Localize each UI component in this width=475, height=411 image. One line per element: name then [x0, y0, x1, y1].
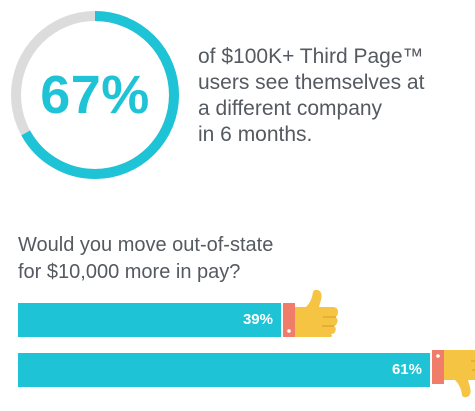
chart-title-line: Would you move out-of-state: [18, 234, 274, 256]
stat-description-line: a different company: [198, 97, 383, 120]
donut-arc: [11, 11, 179, 179]
thumbs-up-icon: [283, 290, 338, 337]
stat-description-line: users see themselves at: [198, 71, 425, 94]
donut-value: 67%: [40, 65, 150, 125]
stat-description: of $100K+ Third Page™ users see themselv…: [198, 44, 468, 148]
thumbs-down-icon: [432, 350, 475, 398]
bar-no: 61%: [18, 353, 430, 387]
bar-label-no: 61%: [391, 361, 422, 378]
bar-yes: 39%: [18, 303, 281, 337]
stat-description-line: in 6 months.: [198, 123, 313, 146]
chart-title-line: for $10,000 more in pay?: [18, 261, 241, 283]
bar-label-yes: 39%: [242, 311, 273, 328]
stat-description-line: of $100K+ Third Page™: [198, 45, 424, 68]
chart-title: Would you move out-of-state for $10,000 …: [18, 232, 458, 286]
donut-chart: [11, 11, 179, 179]
